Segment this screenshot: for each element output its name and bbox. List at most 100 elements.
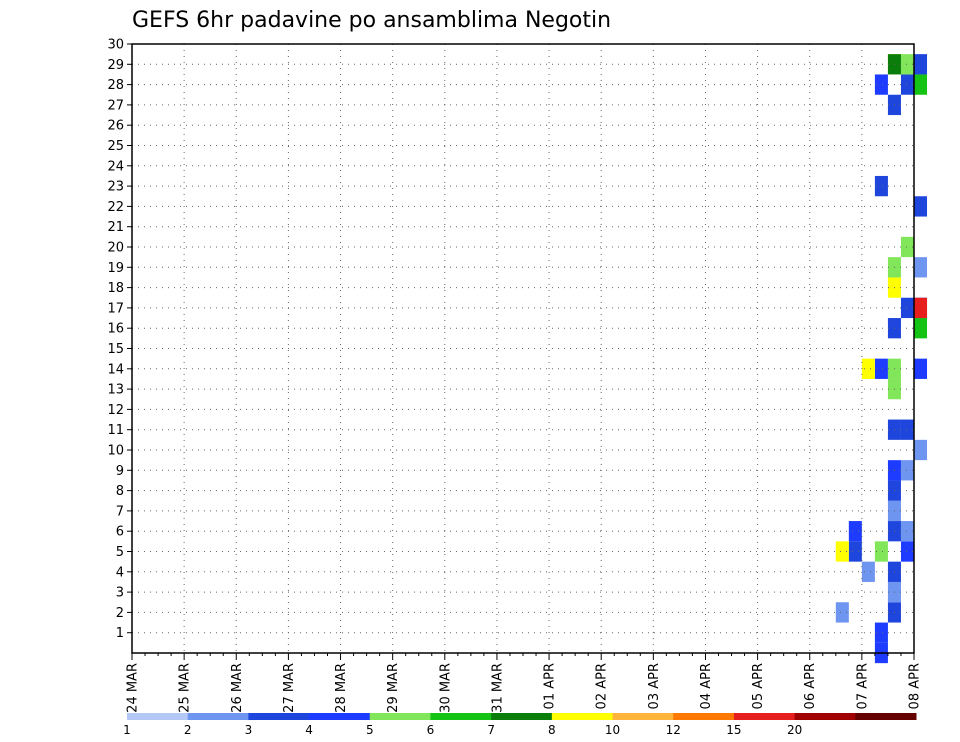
heat-cell-44 [874,175,888,197]
legend-label-6: 6 [427,723,435,737]
legend-swatch-2 [248,713,310,720]
legend-label-1: 1 [123,723,131,737]
x-tick-label-5: 29 MAR [386,663,401,713]
legend-swatch-9 [673,713,735,720]
legend-label-7: 7 [487,723,495,737]
y-tick-label-8: 8 [116,484,124,499]
x-tick-label-0: 24 MAR [126,663,141,713]
legend-label-2: 2 [184,723,192,737]
legend-swatch-8 [612,713,674,720]
heat-cell-7 [848,541,862,562]
y-tick-label-18: 18 [107,281,124,296]
y-tick-label-19: 19 [107,261,124,276]
heat-cell-40 [914,257,928,278]
heat-cell-17 [900,460,914,481]
heat-cell-20 [900,419,914,440]
y-tick-label-22: 22 [107,200,124,215]
heat-cell-18 [914,439,928,461]
y-axis: 1234567891011121314151617181920212223242… [107,38,132,641]
chart-title: GEFS 6hr padavine po ansamblima Negotin [132,8,611,33]
y-tick-label-28: 28 [107,78,124,93]
x-tick-label-11: 04 APR [699,663,714,709]
heat-cell-33 [900,74,914,95]
heat-cell-39 [900,236,914,258]
y-tick-label-12: 12 [107,403,124,418]
heat-cell-30 [914,297,928,319]
x-tick-label-13: 06 APR [803,663,818,709]
x-tick-label-4: 28 MAR [334,663,349,713]
heat-cell-22 [874,358,888,379]
y-tick-label-17: 17 [107,301,124,316]
heat-cell-3 [835,602,849,623]
y-tick-label-2: 2 [116,606,124,621]
legend-label-3: 3 [245,723,253,737]
gridlines [132,43,914,653]
heat-cell-34 [900,54,914,75]
y-tick-label-20: 20 [107,241,124,256]
legend-swatch-3 [309,713,371,720]
legend-label-20: 20 [787,723,802,737]
y-tick-label-15: 15 [107,342,124,357]
heat-cell-31 [914,74,928,95]
y-tick-label-30: 30 [107,38,124,53]
heat-cell-37 [874,74,888,95]
heat-cell-41 [914,196,928,217]
legend-swatch-12 [855,713,917,720]
y-tick-label-4: 4 [116,565,124,580]
y-tick-label-7: 7 [116,504,124,519]
legend-label-15: 15 [726,723,741,737]
y-tick-label-6: 6 [116,525,124,540]
y-tick-label-26: 26 [107,119,124,134]
heat-cell-28 [900,297,914,319]
x-tick-label-12: 05 APR [751,663,766,709]
x-tick-label-14: 07 APR [855,663,870,709]
heat-cell-32 [914,54,928,75]
heat-cell-9 [874,541,888,562]
heat-cell-10 [900,541,914,562]
heat-cell-13 [900,521,914,542]
legend-swatch-1 [187,713,249,720]
heat-cell-21 [914,358,928,379]
y-tick-label-5: 5 [116,545,124,560]
x-tick-label-9: 02 APR [595,663,610,709]
x-tick-label-6: 30 MAR [438,663,453,713]
legend-label-4: 4 [305,723,313,737]
y-tick-label-11: 11 [107,423,124,438]
heat-cell-1 [874,622,888,643]
y-tick-label-27: 27 [107,98,124,113]
y-tick-label-21: 21 [107,220,124,235]
y-tick-label-3: 3 [116,586,124,601]
legend-swatch-4 [369,713,431,720]
y-tick-label-14: 14 [107,362,124,377]
y-tick-label-24: 24 [107,159,124,174]
heat-cell-23 [861,358,875,379]
y-tick-label-10: 10 [107,444,124,459]
legend-label-8: 8 [548,723,556,737]
y-tick-label-23: 23 [107,180,124,195]
x-tick-label-3: 27 MAR [282,663,297,713]
y-tick-label-9: 9 [116,464,124,479]
x-tick-label-8: 01 APR [543,663,558,709]
heat-cell-12 [848,521,862,542]
y-tick-label-13: 13 [107,383,124,398]
legend-swatch-5 [430,713,492,720]
x-tick-label-15: 08 APR [908,663,923,709]
color-legend: 1 2 3 4 5 6 7 8 10 12 15 20 [123,713,917,737]
x-tick-label-10: 03 APR [647,663,662,709]
y-tick-label-16: 16 [107,322,124,337]
legend-swatch-7 [551,713,614,720]
heat-cell-27 [914,318,928,339]
legend-swatch-10 [733,713,796,720]
x-tick-label-2: 26 MAR [230,663,245,713]
legend-label-5: 5 [366,723,374,737]
y-tick-label-25: 25 [107,139,124,154]
legend-swatch-6 [491,713,553,720]
x-tick-label-7: 31 MAR [490,663,505,713]
y-tick-label-29: 29 [107,58,124,73]
x-axis: 24 MAR 25 MAR 26 MAR 27 MAR 28 MAR 29 MAR 30 M… [126,653,923,713]
legend-swatch-0 [127,713,189,720]
heat-cell-6 [861,561,875,582]
y-tick-label-1: 1 [116,626,124,641]
legend-swatch-11 [794,713,856,720]
